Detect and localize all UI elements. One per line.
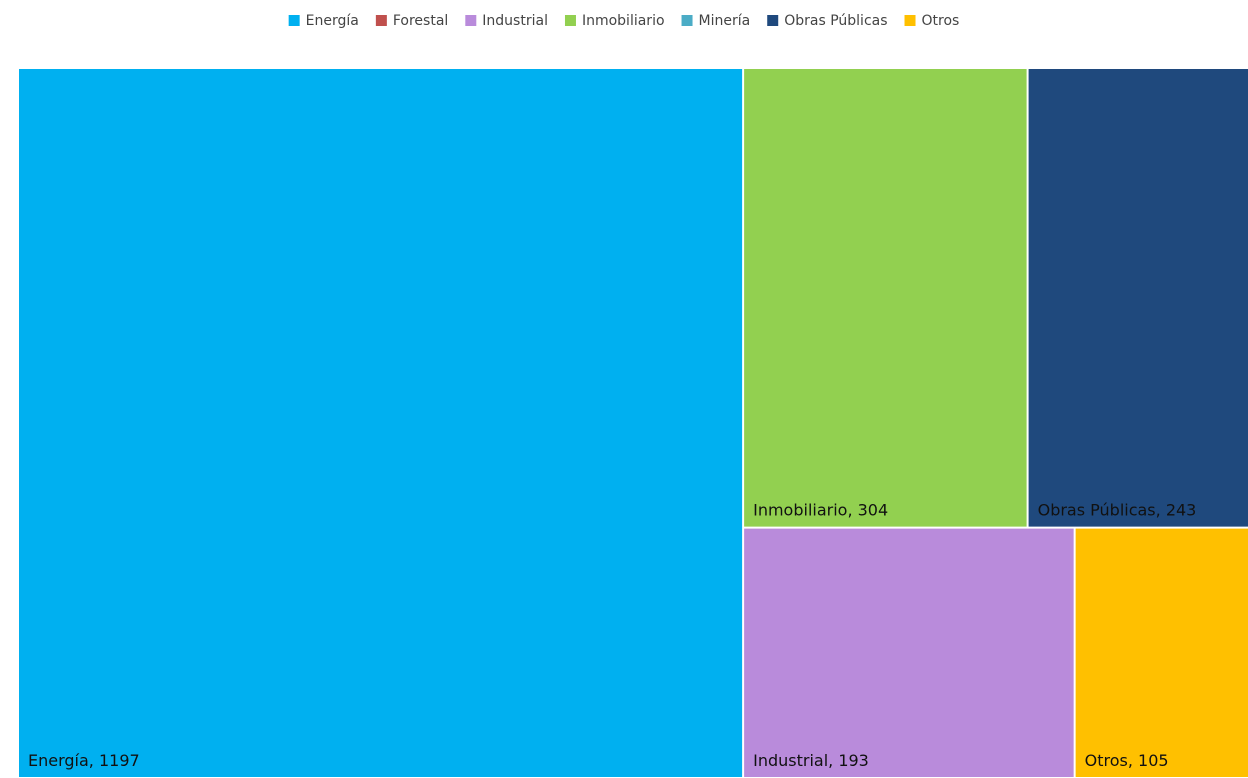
treemap-cell: [744, 528, 1074, 777]
legend-label: Minería: [699, 13, 751, 29]
cell-label: Otros, 105: [1085, 751, 1169, 770]
legend-swatch: [465, 15, 477, 26]
cell-label: Inmobiliario, 304: [753, 501, 888, 520]
legend-swatch: [375, 15, 387, 26]
cell-label: Industrial, 193: [753, 751, 869, 770]
legend-label: Industrial: [482, 13, 548, 29]
legend-swatch: [904, 15, 916, 26]
legend-swatch: [767, 15, 779, 26]
legend-label: Inmobiliario: [582, 13, 665, 29]
legend-swatch: [564, 15, 576, 26]
treemap-cell: [744, 69, 1027, 527]
treemap-cell: [1028, 69, 1248, 527]
legend-label: Obras Públicas: [784, 13, 887, 29]
cell-label: Obras Públicas, 243: [1038, 501, 1197, 520]
legend: Energía Forestal Industrial Inmobiliario Min…: [288, 13, 960, 29]
cell-label: Energía, 1197: [28, 751, 140, 770]
treemap-cell: [1075, 528, 1248, 777]
legend-label: Otros: [922, 13, 960, 29]
treemap-cell: [19, 69, 743, 777]
legend-label: Forestal: [393, 13, 448, 29]
legend-label: Energía: [306, 13, 359, 29]
legend-swatch: [288, 15, 300, 26]
legend-swatch: [681, 15, 693, 26]
